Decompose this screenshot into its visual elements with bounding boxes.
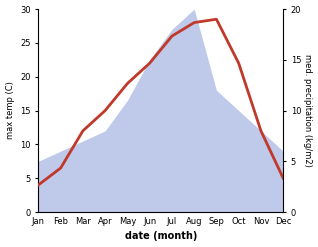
- Y-axis label: max temp (C): max temp (C): [5, 82, 15, 140]
- X-axis label: date (month): date (month): [125, 231, 197, 242]
- Y-axis label: med. precipitation (kg/m2): med. precipitation (kg/m2): [303, 54, 313, 167]
